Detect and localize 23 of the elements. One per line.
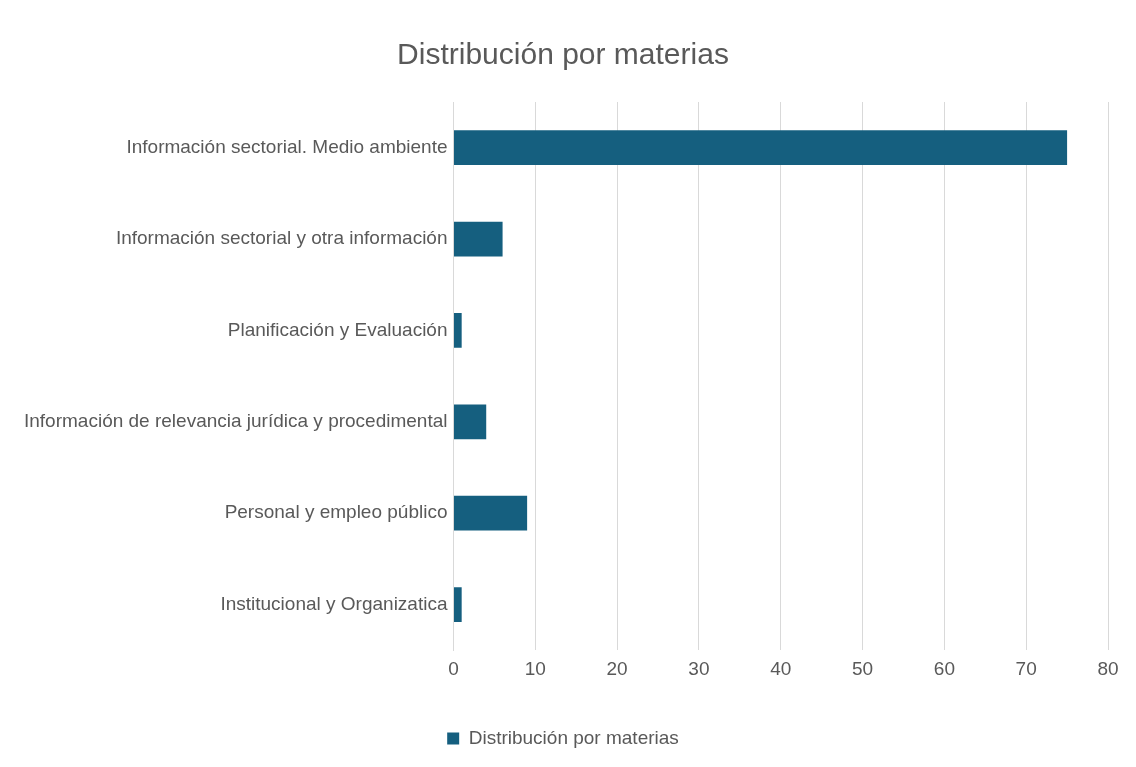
bar bbox=[453, 130, 1068, 166]
legend-label: Distribución por materias bbox=[468, 726, 679, 748]
x-tick-label: 70 bbox=[1015, 657, 1037, 679]
x-tick-label: 50 bbox=[851, 657, 874, 679]
x-tick-label: 30 bbox=[688, 657, 710, 679]
x-tick-label: 80 bbox=[1097, 657, 1119, 679]
bar bbox=[453, 404, 487, 440]
bar bbox=[453, 313, 462, 348]
y-tick-label: Institucional y Organizatica bbox=[220, 592, 448, 614]
bar bbox=[453, 221, 503, 257]
x-tick-label: 0 bbox=[448, 657, 459, 679]
y-tick-label: Personal y empleo público bbox=[224, 501, 448, 523]
x-tick-label: 60 bbox=[933, 657, 955, 679]
chart-title: Distribución por materias bbox=[397, 37, 729, 71]
x-tick-label: 40 bbox=[770, 657, 792, 679]
x-tick-label: 10 bbox=[524, 657, 546, 679]
bar bbox=[453, 495, 528, 531]
y-tick-label: Información sectorial. Medio ambiente bbox=[126, 135, 448, 157]
y-tick-label: Información sectorial y otra información bbox=[115, 227, 448, 249]
bar bbox=[453, 587, 462, 622]
x-tick-label: 20 bbox=[606, 657, 628, 679]
y-tick-label: Planificación y Evaluación bbox=[227, 318, 448, 340]
y-tick-label: Información de relevancia jurídica y procedimental bbox=[23, 410, 448, 432]
